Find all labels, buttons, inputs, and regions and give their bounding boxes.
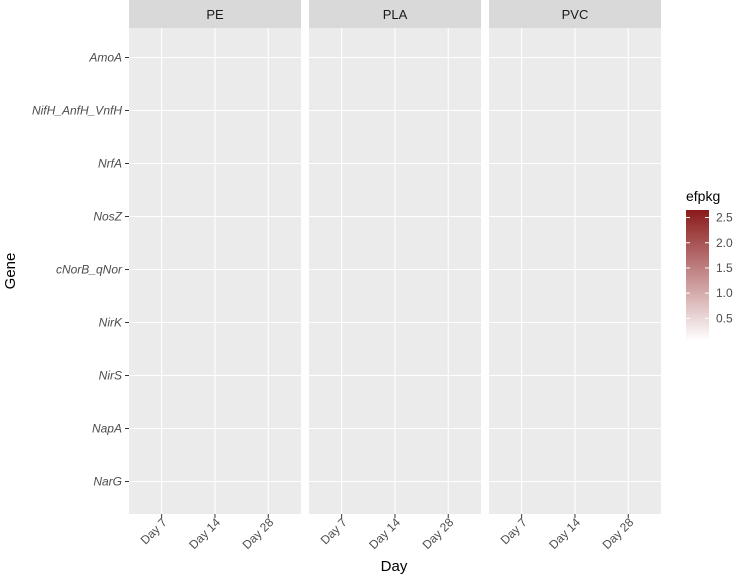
y-axis-ticks: AmoA NifH_AnfH_VnfH NrfA NosZ cNorB_qNor NirK… bbox=[32, 51, 129, 489]
x-tick-label-pla-day-28: Day 28 bbox=[420, 515, 457, 552]
legend-ticks: 0.5 1.0 1.5 2.0 2.5 bbox=[686, 211, 733, 325]
strip-label-pvc: PVC bbox=[562, 7, 589, 22]
y-tick-label-nrfa: NrfA bbox=[98, 157, 122, 171]
x-tick-label-pvc-day-28: Day 28 bbox=[600, 515, 637, 552]
legend-tick-label-2: 1.5 bbox=[716, 261, 733, 275]
y-tick-label-narg: NarG bbox=[93, 475, 122, 489]
x-axis-title: Day bbox=[381, 558, 408, 575]
x-axis-ticks: Day 7 Day 14 Day 28 Day 7 Day 14 Day 28 Day 7 D… bbox=[138, 514, 637, 552]
x-tick-label-pla-day-7: Day 7 bbox=[318, 515, 350, 547]
facet-panels bbox=[129, 28, 661, 514]
strip-pla bbox=[309, 0, 481, 28]
x-tick-label-pvc-day-14: Day 14 bbox=[546, 515, 583, 552]
y-tick-label-napa: NapA bbox=[92, 422, 122, 436]
x-tick-label-pe-day-7: Day 7 bbox=[138, 515, 170, 547]
y-axis-title: Gene bbox=[2, 253, 19, 290]
strip-label-pe: PE bbox=[206, 7, 224, 22]
y-tick-label-nirk: NirK bbox=[99, 316, 123, 330]
x-tick-label-pe-day-28: Day 28 bbox=[240, 515, 277, 552]
legend-title: efpkg bbox=[686, 188, 720, 204]
color-legend: efpkg 0.5 1.0 1.5 2.0 2.5 bbox=[686, 188, 733, 341]
legend-tick-label-4: 2.5 bbox=[716, 211, 733, 225]
x-tick-label-pvc-day-7: Day 7 bbox=[498, 515, 530, 547]
legend-tick-label-1: 1.0 bbox=[716, 286, 733, 300]
y-tick-label-nirs: NirS bbox=[99, 369, 122, 383]
legend-colorbar bbox=[686, 210, 709, 341]
y-tick-label-amoa: AmoA bbox=[88, 51, 122, 65]
x-tick-label-pla-day-14: Day 14 bbox=[366, 515, 403, 552]
legend-tick-label-0: 0.5 bbox=[716, 311, 733, 325]
facet-strips: PE PLA PVC bbox=[129, 0, 661, 28]
strip-pvc bbox=[489, 0, 661, 28]
y-tick-label-cnorb-qnor: cNorB_qNor bbox=[56, 263, 123, 277]
x-tick-label-pe-day-14: Day 14 bbox=[186, 515, 223, 552]
y-tick-label-nosz: NosZ bbox=[93, 210, 122, 224]
legend-tick-label-3: 2.0 bbox=[716, 236, 733, 250]
strip-label-pla: PLA bbox=[383, 7, 408, 22]
strip-pe bbox=[129, 0, 301, 28]
y-tick-label-nifh-anfh-vnfh: NifH_AnfH_VnfH bbox=[32, 104, 122, 118]
